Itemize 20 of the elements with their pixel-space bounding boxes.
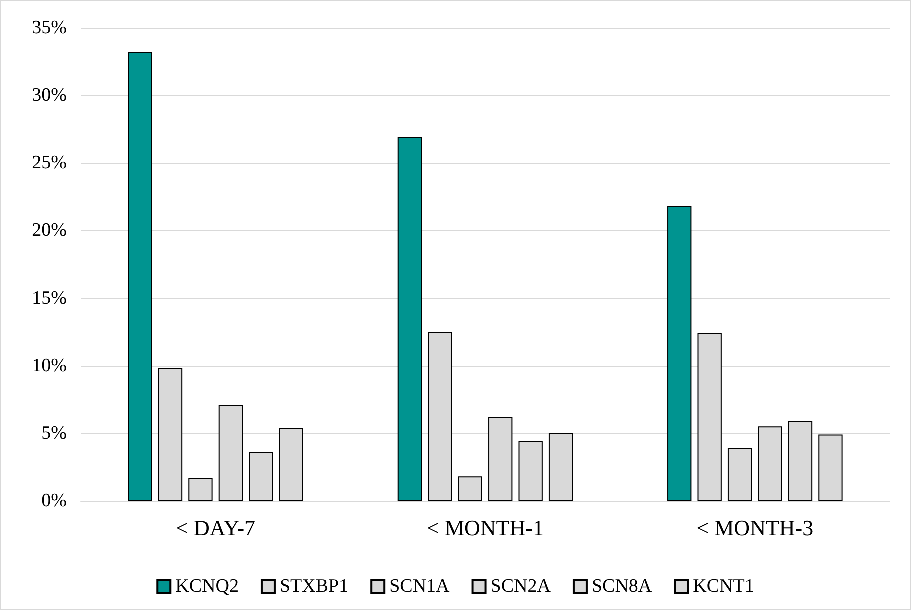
bar — [128, 52, 152, 501]
legend-label: KCNT1 — [693, 576, 754, 597]
legend-label: KCNQ2 — [176, 576, 239, 597]
legend-label: STXBP1 — [280, 576, 349, 597]
x-tick-label: < MONTH-1 — [427, 516, 544, 540]
legend-label: SCN1A — [390, 576, 450, 597]
y-tick-label: 0% — [42, 490, 68, 512]
x-tick-label: < MONTH-3 — [696, 516, 814, 540]
y-tick-label: 35% — [32, 18, 68, 38]
x-tick-label: < DAY-7 — [176, 516, 256, 540]
y-tick-label: 10% — [32, 355, 68, 376]
y-tick-label: 15% — [32, 288, 68, 309]
y-tick-label: 20% — [32, 220, 68, 242]
y-tick-label: 5% — [42, 422, 68, 444]
legend-label: SCN2A — [490, 576, 552, 597]
y-tick-label: 25% — [32, 152, 68, 174]
y-tick-label: 30% — [32, 85, 68, 106]
legend-label: SCN8A — [592, 576, 652, 597]
bar — [668, 206, 692, 501]
bar — [398, 137, 422, 501]
